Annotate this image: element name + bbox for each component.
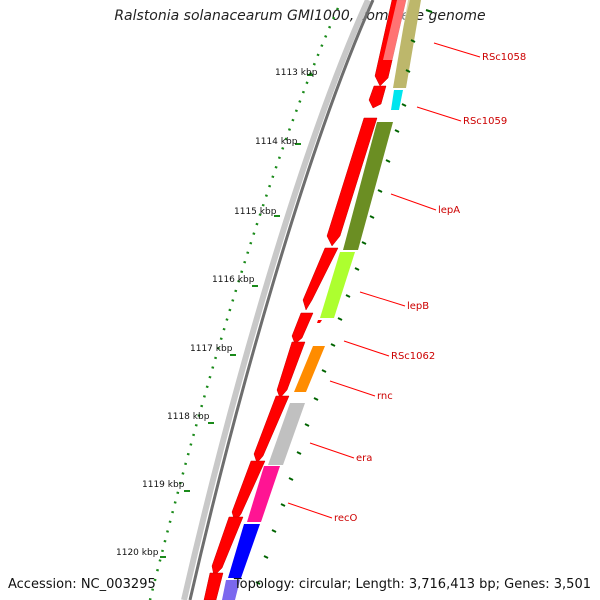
genome-backbone <box>181 0 375 600</box>
ruler-label: 1114 kbp <box>255 137 298 147</box>
cds-arrow[interactable] <box>203 572 224 600</box>
ruler-label: 1113 kbp <box>275 68 318 78</box>
cds-arrow[interactable] <box>368 85 387 109</box>
cds-arrow[interactable] <box>253 395 290 464</box>
ruler-labels: 1113 kbp 1114 kbp 1115 kbp 1116 kbp 1117… <box>116 68 318 558</box>
gene-bar-RSc1059[interactable] <box>391 90 403 110</box>
gene-bar-lepA[interactable] <box>343 122 393 250</box>
ruler-label: 1116 kbp <box>212 275 255 285</box>
cds-arrow[interactable] <box>276 341 306 399</box>
gene-bar-rnc[interactable] <box>294 346 325 392</box>
gene-labels: RSc1058 RSc1059 lepA lepB RSc1062 rnc er… <box>334 52 526 524</box>
gene-bar-era[interactable] <box>268 403 305 465</box>
ruler-label: 1115 kbp <box>234 207 277 217</box>
cds-arrow[interactable] <box>374 0 407 87</box>
ruler-label: 1117 kbp <box>190 344 233 354</box>
gene-label-lepB[interactable]: lepB <box>407 301 429 312</box>
feature-track <box>222 0 421 600</box>
gene-label-lepA[interactable]: lepA <box>438 205 460 216</box>
cds-arrow[interactable] <box>326 117 378 247</box>
cds-arrow[interactable] <box>211 516 244 577</box>
ruler-label: 1119 kbp <box>142 480 185 490</box>
cds-arrow[interactable] <box>291 312 314 345</box>
gene-label-era[interactable]: era <box>356 453 372 464</box>
gene-bar-recO[interactable] <box>247 466 280 522</box>
gene-label-RSc1062[interactable]: RSc1062 <box>391 351 435 362</box>
gene-bar-RSc1062[interactable] <box>317 320 322 323</box>
accession-text: Accession: NC_003295 <box>8 577 156 592</box>
gene-label-rnc[interactable]: rnc <box>377 391 393 402</box>
gene-bar-RSc1058[interactable] <box>393 0 421 88</box>
outer-ticks <box>255 9 433 585</box>
ruler-ticks <box>160 74 313 558</box>
topology-text: Topology: circular; Length: 3,716,413 bp… <box>233 577 591 592</box>
ruler-label: 1118 kbp <box>167 412 210 422</box>
ruler-label: 1120 kbp <box>116 548 159 558</box>
gene-bar-extra[interactable] <box>228 524 260 578</box>
label-connectors <box>287 42 481 519</box>
gene-label-recO[interactable]: recO <box>334 513 358 524</box>
cds-arrow[interactable] <box>302 247 339 311</box>
gene-bar-lepB[interactable] <box>320 252 355 318</box>
feature-highlight <box>383 0 410 60</box>
gene-bar-extra-2[interactable] <box>222 580 240 600</box>
gene-label-RSc1059[interactable]: RSc1059 <box>463 116 507 127</box>
gene-label-RSc1058[interactable]: RSc1058 <box>482 52 526 63</box>
cds-track <box>203 0 407 600</box>
